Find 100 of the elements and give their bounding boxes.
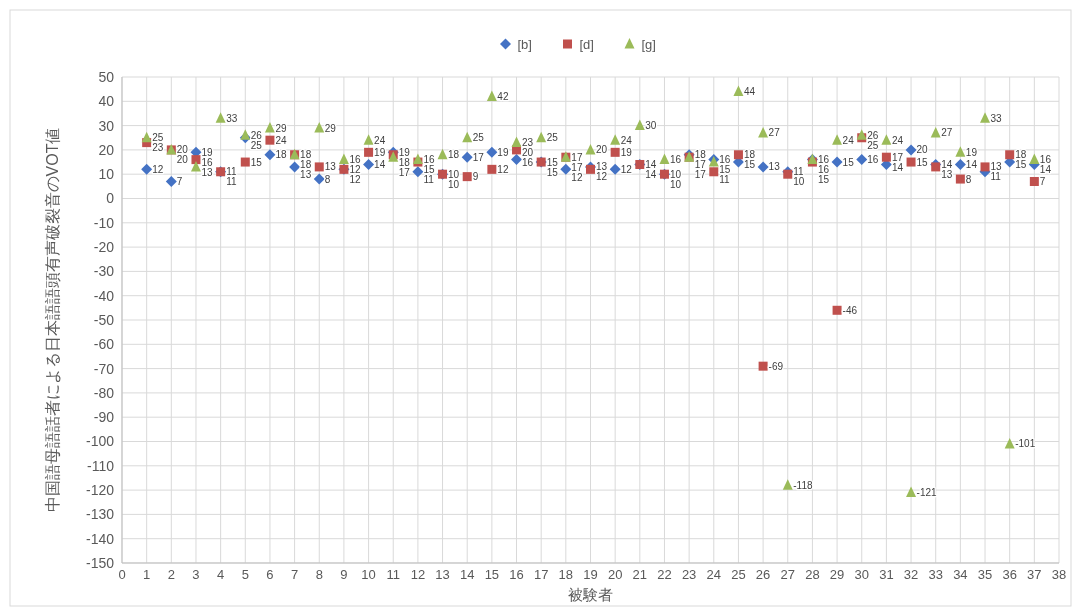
x-tick-label: 21 [632, 567, 648, 582]
x-tick-label: 22 [657, 567, 672, 582]
y-tick-label: 20 [98, 141, 115, 158]
data-label: 18 [300, 159, 312, 171]
data-label: 20 [596, 144, 608, 156]
data-label: 14 [891, 161, 904, 173]
data-label: 44 [743, 86, 756, 98]
y-tick-label: 0 [106, 190, 115, 207]
data-label: 29 [324, 122, 337, 134]
x-tick-label: 25 [731, 567, 746, 582]
x-tick-label: 13 [435, 567, 450, 582]
data-label: 14 [1039, 164, 1052, 176]
data-label: 15 [719, 164, 731, 176]
x-tick-label: 15 [484, 567, 500, 582]
x-tick-label: 34 [953, 567, 968, 582]
data-label: 16 [522, 157, 534, 169]
data-label: 24 [620, 134, 633, 146]
data-label: 12 [620, 163, 633, 175]
data-label: 18 [448, 149, 460, 161]
data-label: 25 [546, 132, 559, 144]
data-label: 12 [571, 171, 583, 183]
data-label: 18 [1015, 149, 1027, 161]
data-label: 14 [941, 158, 953, 170]
data-label: 13 [324, 161, 337, 173]
data-label: 14 [965, 158, 978, 170]
data-label: 13 [300, 169, 312, 181]
data-label: 15 [250, 156, 263, 168]
y-axis-title: 中国語母語話者による日本語語頭有声破裂音のVOT値 [44, 127, 61, 513]
y-tick-label: -140 [85, 530, 115, 547]
data-label: 13 [990, 161, 1003, 173]
data-label: 24 [275, 134, 288, 146]
data-label: 11 [226, 176, 237, 188]
data-label: 33 [226, 112, 238, 124]
data-label: 14 [645, 168, 657, 180]
x-tick-label: 7 [290, 567, 299, 582]
x-tick-label: 19 [583, 567, 598, 582]
data-label: 13 [941, 168, 953, 180]
x-tick-label: 20 [607, 567, 623, 582]
x-tick-label: 10 [361, 567, 376, 582]
data-label: 7 [176, 175, 183, 187]
x-tick-label: 1 [143, 567, 151, 582]
y-tick-label: -20 [93, 239, 115, 255]
data-label: 16 [201, 156, 214, 168]
data-label: 12 [152, 163, 164, 175]
data-label: 17 [472, 151, 485, 163]
data-label: 10 [669, 168, 682, 180]
data-label: 17 [694, 159, 707, 171]
y-tick-label: -150 [85, 554, 115, 571]
data-label: 17 [571, 161, 583, 173]
x-tick-label: 26 [755, 567, 771, 582]
data-label: 25 [867, 139, 879, 151]
x-tick-label: 18 [558, 567, 574, 582]
data-label: 8 [324, 173, 331, 185]
x-tick-label: 17 [533, 567, 549, 582]
x-tick-label: 12 [410, 567, 426, 582]
y-tick-label: 50 [98, 68, 115, 85]
data-label: 15 [423, 164, 435, 176]
data-label: 16 [719, 154, 731, 166]
y-tick-label: -40 [93, 287, 115, 304]
y-tick-label: -60 [93, 336, 115, 353]
x-tick-label: 29 [829, 567, 845, 582]
data-label: 16 [423, 154, 435, 166]
data-label: 27 [768, 127, 781, 139]
data-label: 27 [941, 127, 953, 139]
data-label: 20 [522, 147, 534, 159]
data-label: 11 [423, 174, 435, 186]
y-tick-label: 10 [98, 166, 115, 183]
y-tick-label: -90 [93, 409, 115, 426]
x-tick-label: 9 [340, 567, 348, 582]
data-label: 15 [546, 156, 559, 168]
data-label: -46 [842, 304, 858, 316]
data-label: 12 [349, 174, 361, 186]
x-tick-label: 11 [386, 567, 400, 582]
data-label: 11 [793, 166, 805, 178]
data-label: 18 [275, 149, 288, 161]
data-label: 8 [965, 173, 972, 185]
data-label: -69 [768, 360, 784, 372]
data-label: 18 [398, 156, 411, 168]
data-label: 20 [176, 154, 189, 166]
y-tick-label: -10 [93, 214, 115, 231]
data-label: 15 [743, 159, 756, 171]
data-label: 24 [374, 134, 386, 146]
data-label: 25 [152, 132, 164, 144]
data-label: 12 [349, 164, 361, 176]
x-tick-label: 36 [1002, 567, 1017, 582]
x-tick-label: 31 [879, 567, 894, 582]
y-tick-label: 30 [98, 117, 115, 134]
x-tick-label: 0 [118, 567, 126, 582]
data-label: 29 [275, 122, 288, 134]
y-tick-label: -120 [85, 482, 115, 498]
data-label: 9 [472, 171, 479, 183]
data-label: 10 [669, 178, 682, 190]
data-label: 19 [201, 146, 214, 158]
data-label: 20 [176, 144, 189, 156]
data-label: -101 [1015, 438, 1036, 450]
y-tick-label: -130 [85, 506, 115, 523]
data-label: 16 [867, 154, 879, 166]
x-tick-label: 30 [854, 567, 869, 582]
x-tick-label: 3 [192, 567, 200, 582]
data-label: 42 [497, 90, 509, 102]
